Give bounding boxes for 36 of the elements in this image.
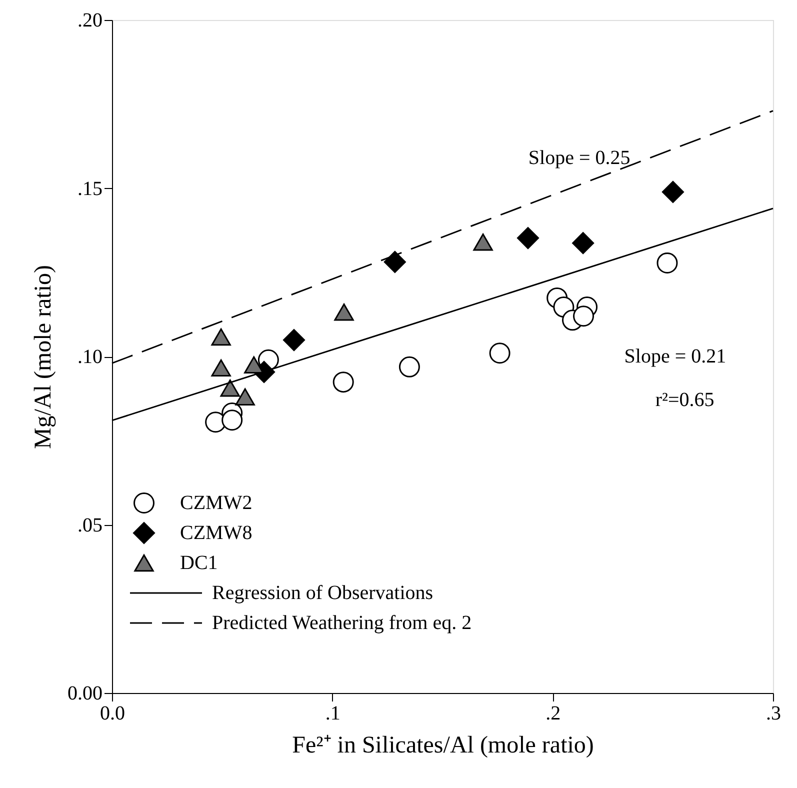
- point: [283, 329, 305, 352]
- y-axis-title: Mg/Al (mole ratio): [30, 265, 56, 449]
- x-tick-label: 0.0: [100, 702, 125, 724]
- y-tick-label: .10: [78, 346, 102, 368]
- annotation: Slope = 0.25: [528, 146, 630, 169]
- point: [516, 227, 539, 250]
- annotation: r²=0.65: [655, 389, 714, 412]
- point: [489, 342, 510, 364]
- y-tick-label: .20: [78, 10, 102, 32]
- y-tick-label: .05: [78, 514, 102, 536]
- point: [473, 233, 493, 251]
- point: [235, 388, 255, 406]
- point: [220, 380, 240, 397]
- legend-label: Predicted Weathering from eq. 2: [212, 612, 472, 634]
- point: [573, 306, 594, 327]
- legend-label: CZMW8: [180, 522, 252, 544]
- point: [222, 410, 243, 431]
- point: [662, 180, 684, 203]
- point: [211, 328, 231, 346]
- x-tick-label: .1: [325, 702, 340, 724]
- y-tick-label: 0.00: [68, 682, 102, 704]
- legend-label: DC1: [180, 552, 218, 574]
- x-axis-title: Fe²⁺ in Silicates/Al (mole ratio): [292, 732, 594, 758]
- point: [572, 232, 594, 254]
- x-tick-label: .3: [766, 702, 781, 724]
- x-tick-label: .2: [546, 702, 561, 724]
- annotation: Slope = 0.21: [624, 346, 726, 368]
- y-tick-label: .15: [78, 178, 102, 200]
- point: [398, 356, 420, 378]
- point: [384, 250, 406, 273]
- point: [332, 372, 354, 393]
- legend-label: CZMW2: [180, 492, 252, 514]
- point: [334, 303, 354, 321]
- point: [211, 359, 231, 377]
- legend-label: Regression of Observations: [212, 582, 434, 604]
- point: [656, 252, 678, 274]
